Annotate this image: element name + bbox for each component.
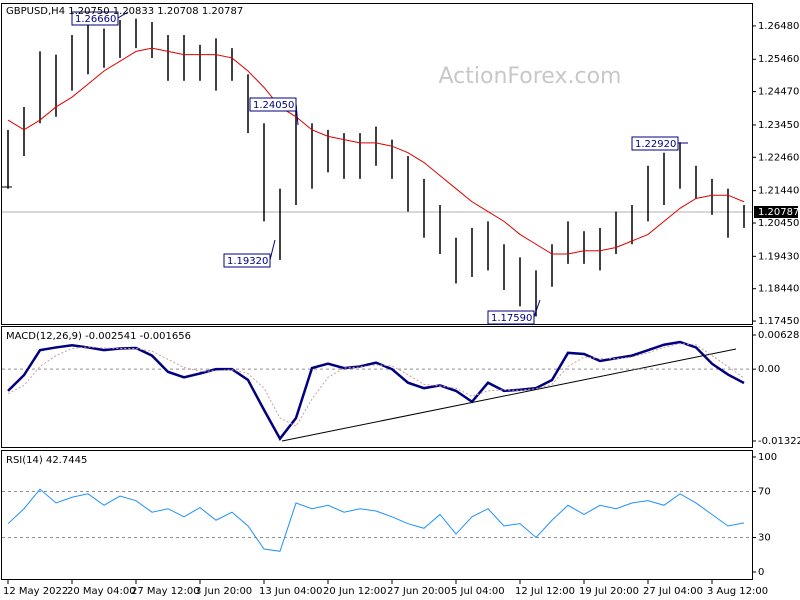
y-tick-label: 1.21440 (758, 186, 799, 197)
y-tick-label: 1.23450 (758, 120, 799, 131)
last-price-label: 1.20787 (758, 207, 799, 218)
annotation-box (249, 97, 297, 112)
annotation-label: 1.17590 (491, 313, 532, 324)
rsi-frame (1, 450, 753, 580)
annotation-label: 1.24050 (253, 100, 294, 111)
y-tick-label: 70 (758, 486, 771, 497)
x-tick-label: 13 Jun 04:00 (259, 586, 323, 597)
y-tick-label: 1.25460 (758, 54, 799, 65)
x-tick-label: 27 Jun 20:00 (387, 586, 451, 597)
y-tick-label: 30 (758, 532, 771, 543)
moving-average (7, 47, 745, 255)
x-tick-label: 19 Jul 20:00 (579, 586, 639, 597)
plot: 1.26480 1.25460 1.24470 1.23450 1.22460 1.214… (2, 11, 800, 597)
y-tick-label: 1.22460 (758, 152, 799, 163)
y-tick-label: 1.17450 (758, 316, 799, 327)
watermark: ActionForex.com (439, 64, 622, 89)
last-price-box (754, 205, 798, 218)
annotation-label: 1.26660 (75, 14, 116, 25)
y-tick-label: 1.20450 (758, 218, 799, 229)
annotation-leader (117, 11, 129, 19)
y-tick-label: 1.26480 (758, 21, 799, 32)
x-tick-label: 3 Aug 12:00 (707, 586, 768, 597)
indicator-line (7, 340, 745, 441)
x-tick-label: 27 Jul 04:00 (643, 586, 703, 597)
x-tick-label: 5 Jul 04:00 (451, 586, 505, 597)
y-tick-label: 100 (758, 452, 777, 463)
x-tick-label: 12 Jul 12:00 (515, 586, 575, 597)
y-tick-label: 1.19430 (758, 251, 799, 262)
x-tick-label: 20 May 04:00 (67, 586, 136, 597)
macd-trendline (281, 348, 737, 442)
macd-title: MACD(12,26,9) -0.002541 -0.001656 (6, 331, 191, 342)
annotation-leader (533, 299, 541, 318)
price-title: GBPUSD,H4 1.20750 1.20833 1.20708 1.2078… (6, 6, 243, 17)
macd-frame (1, 326, 753, 448)
y-tick-label: 1.24470 (758, 87, 799, 98)
x-tick-label: 27 May 12:00 (131, 586, 200, 597)
indicator-line (7, 343, 745, 427)
annotation-box (631, 136, 679, 151)
annotation-leader (269, 239, 276, 261)
annotation-box (487, 310, 535, 325)
x-tick-label: 20 Jun 12:00 (323, 586, 387, 597)
y-tick-label: 1.18440 (758, 284, 799, 295)
annotation-label: 1.22920 (635, 139, 676, 150)
y-tick-label: 0.00 (758, 364, 780, 375)
y-tick-label: -0.013223 (758, 436, 800, 447)
indicator-line (7, 488, 745, 552)
y-tick-label: 0.006285 (758, 330, 800, 341)
annotation-box (71, 11, 119, 26)
annotation-box (223, 253, 271, 268)
annotation-label: 1.19320 (227, 256, 268, 267)
x-tick-label: 12 May 2022 (3, 586, 68, 597)
rsi-title: RSI(14) 42.7445 (6, 455, 87, 466)
price-frame (1, 3, 753, 325)
x-tick-label: 3 Jun 20:00 (195, 586, 252, 597)
y-tick-label: 0 (758, 567, 764, 578)
